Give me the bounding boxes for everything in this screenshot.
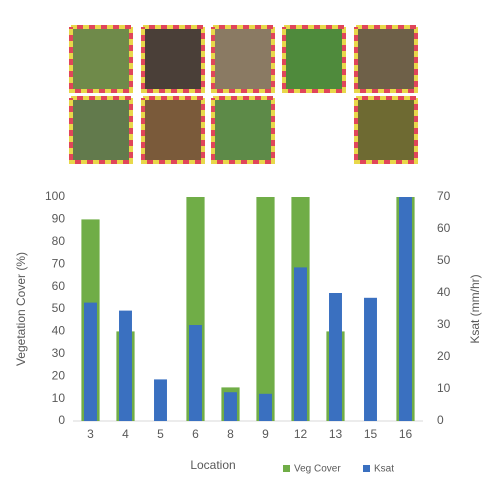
y-tick-label: 50 <box>52 301 66 315</box>
y-tick-label: 20 <box>52 368 66 382</box>
photo <box>354 25 418 93</box>
y2-tick-label: 10 <box>437 381 451 395</box>
photo <box>69 25 133 93</box>
y-tick-label: 40 <box>52 324 66 338</box>
y2-tick-label: 60 <box>437 221 451 235</box>
legend-swatch <box>283 465 290 472</box>
bar <box>224 392 237 421</box>
y2-tick-label: 0 <box>437 413 444 427</box>
y2-axis-title: Ksat (mm/hr) <box>468 274 482 343</box>
photo <box>69 96 133 164</box>
photo-panel <box>69 25 418 164</box>
y-tick-label: 0 <box>58 413 65 427</box>
y2-tick-label: 40 <box>437 285 451 299</box>
bar <box>154 379 167 421</box>
y-tick-label: 100 <box>45 189 65 203</box>
x-tick-label: 3 <box>87 427 94 441</box>
y-tick-label: 60 <box>52 279 66 293</box>
bar <box>256 197 275 421</box>
x-tick-label: 8 <box>227 427 234 441</box>
bar <box>364 297 377 421</box>
photo-border <box>211 25 275 93</box>
photo <box>211 96 275 164</box>
y-tick-label: 90 <box>52 212 66 226</box>
photo <box>282 25 346 93</box>
bar <box>84 302 97 421</box>
x-tick-label: 13 <box>329 427 343 441</box>
photo <box>141 25 205 93</box>
photo-border <box>354 96 418 164</box>
y-tick-label: 70 <box>52 256 66 270</box>
x-tick-label: 15 <box>364 427 378 441</box>
photo <box>211 25 275 93</box>
photo-border <box>211 96 275 164</box>
bar <box>294 267 307 421</box>
legend-swatch <box>363 465 370 472</box>
y2-tick-label: 30 <box>437 317 451 331</box>
x-axis-title: Location <box>190 458 235 472</box>
bar <box>189 325 202 421</box>
bar <box>329 293 342 421</box>
legend-label: Ksat <box>374 464 394 475</box>
y-tick-label: 10 <box>52 391 66 405</box>
photo-border <box>354 25 418 93</box>
y-axis-title: Vegetation Cover (%) <box>14 252 28 366</box>
photo-border <box>69 96 133 164</box>
x-tick-label: 12 <box>294 427 308 441</box>
bar <box>259 393 272 421</box>
photo-border <box>141 25 205 93</box>
y-tick-label: 80 <box>52 234 66 248</box>
bar <box>119 310 132 421</box>
x-tick-label: 6 <box>192 427 199 441</box>
photo-border <box>69 25 133 93</box>
x-tick-label: 5 <box>157 427 164 441</box>
photo-border <box>141 96 205 164</box>
photo-border <box>282 25 346 93</box>
x-tick-label: 4 <box>122 427 129 441</box>
photo <box>354 96 418 164</box>
legend-label: Veg Cover <box>294 464 341 475</box>
photo <box>141 96 205 164</box>
x-tick-label: 16 <box>399 427 413 441</box>
y2-tick-label: 20 <box>437 349 451 363</box>
y-tick-label: 30 <box>52 346 66 360</box>
y2-tick-label: 50 <box>437 253 451 267</box>
bar <box>399 197 412 421</box>
y2-tick-label: 70 <box>437 189 451 203</box>
x-tick-label: 9 <box>262 427 269 441</box>
